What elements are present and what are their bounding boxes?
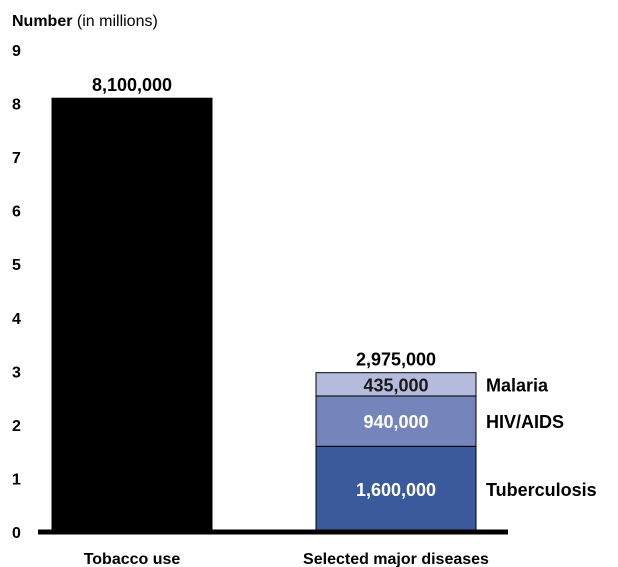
bars	[51, 97, 477, 533]
y-tick-label: 9	[12, 43, 21, 60]
x-category-label: Selected major diseases	[303, 551, 489, 567]
x-category-label: Tobacco use	[84, 551, 181, 567]
bar-segment	[51, 97, 213, 533]
y-tick-label: 0	[12, 525, 21, 542]
x-axis-categories: Tobacco use Selected major diseases	[84, 551, 489, 567]
y-tick-label: 8	[12, 97, 21, 114]
y-axis-ticks: 0 1 2 3 4 5 6 7 8 9	[12, 43, 21, 542]
y-axis-label-bold: Number	[12, 13, 72, 30]
bar-total-label: 2,975,000	[356, 350, 436, 370]
y-axis-label: Number (in millions)	[12, 13, 158, 30]
segment-value-label: 1,600,000	[356, 480, 436, 500]
series-label: Malaria	[486, 375, 549, 395]
y-tick-label: 5	[12, 257, 21, 274]
segment-value-label: 940,000	[363, 412, 428, 432]
series-label: HIV/AIDS	[486, 412, 564, 432]
y-tick-label: 3	[12, 364, 21, 381]
svg-text:Number (in millions): Number (in millions)	[12, 13, 158, 30]
y-tick-label: 6	[12, 204, 21, 221]
bar-segment	[315, 395, 477, 447]
y-tick-label: 2	[12, 418, 21, 435]
bar-segment	[315, 445, 477, 533]
y-tick-label: 4	[12, 311, 21, 328]
segment-value-label: 435,000	[363, 375, 428, 395]
bar-total-label: 8,100,000	[92, 75, 172, 95]
y-tick-label: 1	[12, 471, 21, 488]
y-axis-label-unit: (in millions)	[72, 13, 157, 30]
series-label: Tuberculosis	[486, 480, 597, 500]
bar-segment	[315, 372, 477, 397]
y-tick-label: 7	[12, 150, 21, 167]
data-labels: 8,100,000 1,600,000 Tuberculosis 940,000 HIV…	[92, 75, 597, 500]
